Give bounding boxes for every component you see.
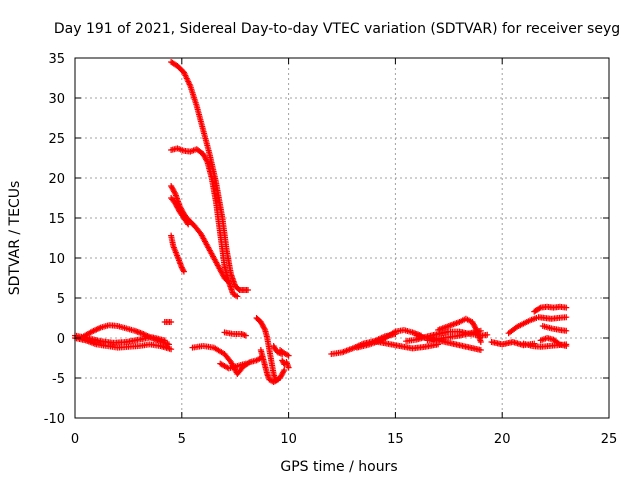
- series-track-late-3: [371, 338, 442, 352]
- data-point: [161, 337, 168, 344]
- data-point: [234, 293, 241, 300]
- y-tick-label: -10: [44, 412, 65, 427]
- data-point: [180, 267, 187, 274]
- axes: 0 5 10 15 20 25 -10 -5 0 5 10 15 20 25 30 35: [44, 52, 618, 447]
- data-point: [536, 305, 543, 312]
- y-tick-label: -5: [52, 372, 65, 387]
- series-track-mid-4: [253, 315, 288, 384]
- y-tick-label: 0: [57, 332, 65, 347]
- x-tick-label: 15: [387, 432, 404, 447]
- y-tick-label: 20: [48, 172, 65, 187]
- plot-frame: [74, 57, 610, 419]
- series-track-mid-1: [189, 343, 264, 377]
- y-axis-label: SDTVAR / TECUs: [7, 181, 23, 296]
- x-tick-label: 0: [71, 432, 79, 447]
- series-track-mid-9: [279, 357, 288, 368]
- data-point: [477, 347, 484, 353]
- data-point: [563, 314, 570, 321]
- series-track-high-4: [168, 195, 192, 228]
- x-axis-label: GPS time / hours: [280, 459, 397, 475]
- data-point: [165, 341, 172, 348]
- series-track-early-3: [72, 332, 168, 346]
- series-track-late-10: [531, 303, 570, 315]
- series-track-mid-7: [277, 347, 292, 359]
- x-tick-label: 25: [601, 432, 618, 447]
- series-track-high-2: [168, 145, 241, 300]
- x-tick-label: 5: [178, 432, 186, 447]
- data-point: [184, 220, 191, 227]
- series-track-late-9: [505, 315, 540, 337]
- series-track-mid-3: [221, 329, 249, 339]
- data-points: [72, 59, 570, 385]
- x-tick-label: 20: [494, 432, 511, 447]
- series-track-late-11: [535, 314, 570, 322]
- series-track-early-4: [161, 319, 175, 325]
- data-point: [242, 360, 249, 367]
- data-point: [285, 364, 292, 371]
- data-point: [281, 361, 288, 368]
- y-tick-label: 5: [57, 292, 65, 307]
- data-point: [563, 341, 570, 348]
- data-point: [245, 359, 252, 366]
- data-point: [168, 346, 175, 353]
- series-track-high-1: [168, 59, 252, 293]
- data-point: [224, 278, 231, 284]
- y-tick-label: 10: [48, 252, 65, 267]
- data-point: [274, 376, 281, 383]
- data-point: [484, 331, 491, 338]
- data-point: [261, 325, 268, 332]
- data-point: [185, 221, 192, 228]
- chart-title: Day 191 of 2021, Sidereal Day-to-day VTE…: [54, 21, 620, 37]
- data-point: [281, 367, 288, 373]
- data-point: [168, 319, 175, 325]
- y-tick-label: 35: [48, 52, 65, 67]
- series-track-late-7: [424, 327, 484, 344]
- x-tick-label: 10: [280, 432, 297, 447]
- series-track-mid-2: [217, 360, 249, 372]
- data-point: [280, 368, 287, 375]
- data-point: [280, 360, 287, 367]
- data-point: [242, 332, 249, 339]
- data-point: [477, 339, 484, 345]
- data-point: [225, 279, 232, 285]
- data-point: [203, 157, 210, 164]
- y-tick-label: 25: [48, 132, 65, 147]
- data-point: [171, 189, 178, 196]
- series-track-mid-5: [257, 347, 281, 385]
- series-track-high-5: [168, 232, 187, 275]
- data-point: [180, 268, 187, 275]
- data-point: [477, 327, 484, 334]
- data-point: [285, 352, 292, 359]
- series-track-late-14: [539, 323, 570, 334]
- grid: [75, 58, 609, 418]
- data-point: [563, 327, 570, 334]
- data-point: [245, 287, 252, 293]
- y-tick-label: 15: [48, 212, 65, 227]
- data-point: [563, 304, 570, 311]
- series-track-late-13: [520, 340, 570, 350]
- y-tick-label: 30: [48, 92, 65, 107]
